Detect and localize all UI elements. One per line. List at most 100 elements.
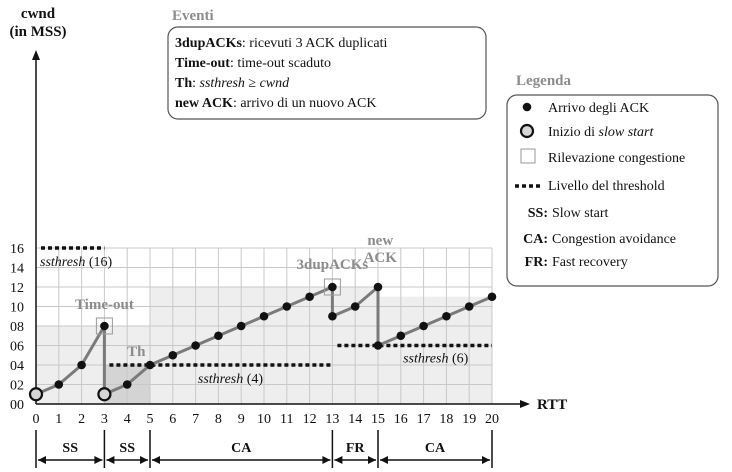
phase-arrow-right [482,456,490,464]
x-tick-label: 5 [147,412,154,427]
x-tick-label: 7 [192,412,199,427]
legend-item-text: Arrivo degli ACK [548,101,649,116]
new-ack-annotation-line: ACK [364,250,398,266]
phase-arrow-left [106,456,115,464]
eventi-term: new ACK [175,96,233,111]
timeout-annotation: Time-out [75,297,134,313]
y-tick-label: 08 [10,320,24,335]
ack-point [442,311,451,321]
phase-arrow-right [368,456,376,464]
ack-point [419,321,428,331]
threshold-label: ssthresh (6) [403,352,469,367]
eventi-desc: : ricevuti 3 ACK duplicati [242,36,388,51]
new-ack-annotation: new ACK [364,233,398,266]
ack-point [328,311,337,321]
x-tick-label: 13 [325,412,339,427]
x-tick-label: 6 [169,412,176,427]
ack-point [373,282,383,292]
phase-label: SS [62,441,78,456]
legend-item-text: Fast recovery [552,255,628,270]
congestion-square [95,317,113,335]
x-tick-label: 16 [394,412,408,427]
phase-label: SS [119,441,135,456]
y-tick-label: 14 [10,262,24,277]
y-axis-arrow [32,50,40,60]
eventi-term: 3dupACKs [175,36,242,51]
eventi-title: Eventi [172,8,214,24]
shade-ca-2 [378,296,492,404]
phase-arrow-left [38,456,46,464]
dupacks-annotation: 3dupACKs [297,257,369,273]
x-tick-label: 15 [371,412,385,427]
legend-dot-marker [522,102,532,112]
eventi-desc: : [192,76,199,91]
phase-arrow-left [380,456,388,464]
ack-point [373,341,383,350]
ack-point [350,302,360,311]
x-tick-label: 17 [417,412,431,427]
eventi-desc-italic: cwnd [260,76,291,91]
x-tick-label: 14 [348,412,362,427]
legend-item-italic: slow start [599,125,655,140]
legenda-box: Legenda Arrivo degli ACK Inizio di slow st… [506,73,719,287]
x-axis-title: RTT [537,397,567,413]
legend-item-plain: Inizio di [548,125,599,140]
ack-point [77,360,86,370]
x-tick-label: 8 [215,412,222,427]
y-tick-label: 02 [10,379,24,394]
eventi-item: Th: ssthresh ≥ cwnd [175,76,290,91]
legend-item-text: Inizio di slow start [548,125,655,140]
legenda-title: Legenda [516,73,572,89]
y-tick-label: 12 [10,281,24,296]
phase-bar: SS SS CA FR CA [35,430,493,468]
x-tick-label: 0 [33,412,40,427]
ack-point [328,282,337,292]
legend-item-text: Rilevazione congestione [548,151,685,166]
ack-points [28,278,497,402]
ack-point [214,331,223,341]
legend-item-text: Livello del threshold [548,179,665,194]
congestion-square [323,278,341,296]
y-axis-title-line: (in MSS) [9,24,66,40]
ack-point [259,311,269,321]
ack-point [396,331,406,341]
eventi-desc: : arrivo di un nuovo ACK [233,96,377,111]
x-tick-label: 11 [280,412,293,427]
threshold-lines: ssthresh (16)ssthresh (4)ssthresh (6) [40,246,492,387]
slow-start-point [97,387,112,402]
phase-label: CA [231,441,252,456]
y-tick-label: 10 [10,301,24,316]
new-ack-annotation-line: new [367,233,393,249]
phase-arrow-left [334,456,343,464]
eventi-term: Time-out [175,56,230,71]
y-tick-label: 00 [10,398,24,413]
ack-point [168,350,178,360]
legend-item-text: Congestion avoidance [552,232,676,247]
legend-item-text: Slow start [552,206,609,221]
x-axis-arrow [520,400,530,408]
x-tick-label: 9 [238,412,245,427]
slow-start-point [28,387,44,402]
eventi-desc-italic: ssthresh [200,76,245,91]
legend-abbr: FR: [525,255,548,270]
ack-point [305,292,314,302]
phase-label: CA [425,441,446,456]
x-tick-label: 19 [462,412,476,427]
threshold-label: ssthresh (4) [198,372,264,387]
ack-point [282,302,292,311]
threshold-label-name: ssthresh [40,255,85,270]
x-tick-label: 1 [55,412,62,427]
eventi-term: Th [175,76,192,91]
x-tick-label: 20 [485,412,499,427]
ack-point [487,292,497,302]
threshold-label-value: (6) [448,352,468,367]
phase-arrow-left [152,456,160,464]
legend-square-marker [520,148,536,164]
eventi-desc: ≥ [245,76,260,91]
y-tick-label: 16 [10,242,24,257]
x-tick-label: 18 [439,412,453,427]
x-tick-label: 12 [303,412,317,427]
x-tick-label: 10 [257,412,271,427]
